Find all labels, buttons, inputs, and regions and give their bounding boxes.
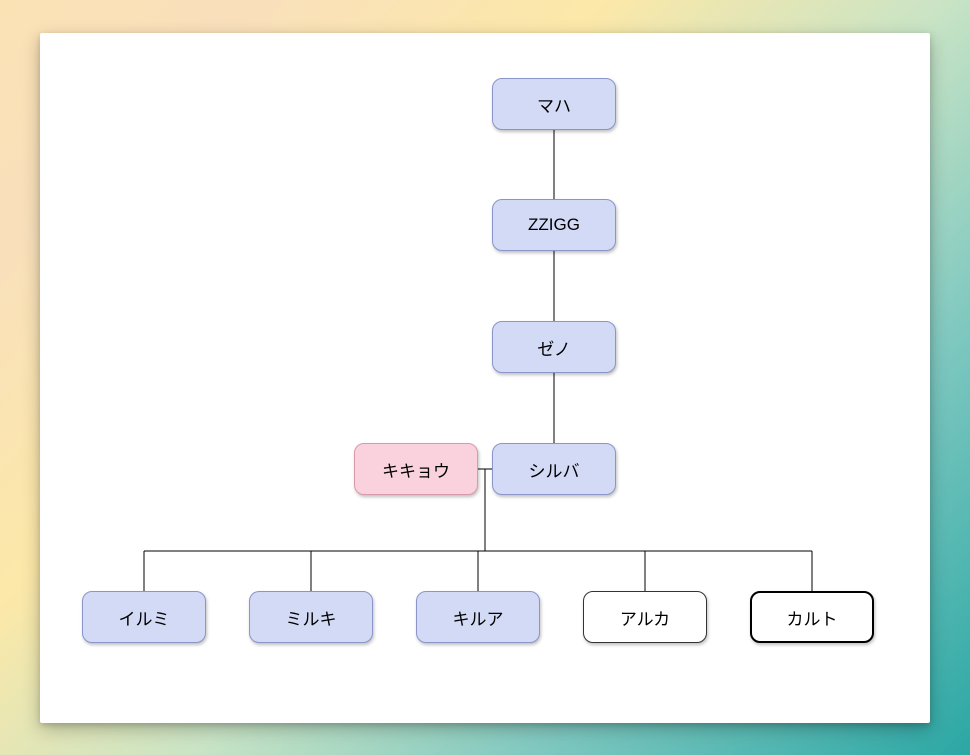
- node-label: マハ: [537, 92, 571, 117]
- node-illumi: イルミ: [82, 591, 206, 643]
- node-maha: マハ: [492, 78, 616, 130]
- node-label: カルト: [787, 605, 838, 630]
- page-background: マハ ZZIGG ゼノシルバ キキョウイルミ ミルキ キルア アルカ カルト: [0, 0, 970, 755]
- node-label: キルア: [453, 605, 504, 630]
- node-killua: キルア: [416, 591, 540, 643]
- node-kalluto: カルト: [750, 591, 874, 643]
- node-silva: シルバ: [492, 443, 616, 495]
- node-zzigg: ZZIGG: [492, 199, 616, 251]
- node-milluki: ミルキ: [249, 591, 373, 643]
- node-label: イルミ: [119, 605, 170, 630]
- node-label: ZZIGG: [528, 215, 580, 235]
- node-label: アルカ: [620, 605, 670, 630]
- diagram-canvas: マハ ZZIGG ゼノシルバ キキョウイルミ ミルキ キルア アルカ カルト: [40, 33, 930, 723]
- node-label: キキョウ: [382, 457, 450, 482]
- node-alluka: アルカ: [583, 591, 707, 643]
- node-zeno: ゼノ: [492, 321, 616, 373]
- node-label: ゼノ: [537, 335, 571, 360]
- node-label: シルバ: [529, 457, 580, 482]
- node-label: ミルキ: [286, 605, 337, 630]
- node-kikyo: キキョウ: [354, 443, 478, 495]
